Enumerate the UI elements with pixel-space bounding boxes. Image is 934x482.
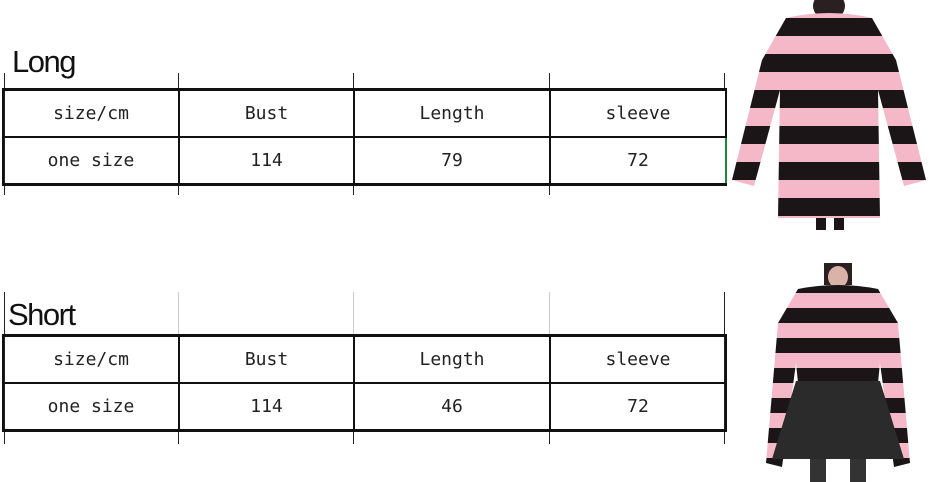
grid-line (178, 430, 179, 444)
grid-line (724, 73, 725, 89)
grid-line (178, 292, 179, 336)
long-title: Long (12, 44, 76, 79)
header-bust: Bust (178, 88, 355, 138)
header-size: size/cm (2, 334, 180, 384)
table-row: one size 114 79 72 (2, 136, 727, 186)
table-row: one size 114 46 72 (2, 382, 727, 432)
grid-line (353, 292, 354, 336)
table-header-row: size/cm Bust Length sleeve (2, 88, 727, 138)
long-size-table: size/cm Bust Length sleeve one size 114 … (2, 88, 727, 186)
cell-size: one size (2, 382, 180, 432)
header-length: Length (353, 334, 551, 384)
cell-length: 79 (353, 136, 551, 186)
short-size-table: size/cm Bust Length sleeve one size 114 … (2, 334, 727, 432)
header-sleeve: sleeve (549, 334, 727, 384)
header-length: Length (353, 88, 551, 138)
short-title: Short (8, 297, 76, 332)
cell-bust: 114 (178, 382, 355, 432)
cell-sleeve: 72 (549, 136, 727, 186)
cell-sleeve: 72 (549, 382, 727, 432)
grid-line (549, 292, 550, 336)
cell-bust: 114 (178, 136, 355, 186)
header-bust: Bust (178, 334, 355, 384)
table-header-row: size/cm Bust Length sleeve (2, 334, 727, 384)
header-size: size/cm (2, 88, 180, 138)
cell-size: one size (2, 136, 180, 186)
long-sweater-photo (732, 0, 926, 230)
grid-line (549, 430, 550, 444)
short-sweater-photo (766, 263, 910, 482)
header-sleeve: sleeve (549, 88, 727, 138)
grid-line (353, 430, 354, 444)
cell-length: 46 (353, 382, 551, 432)
